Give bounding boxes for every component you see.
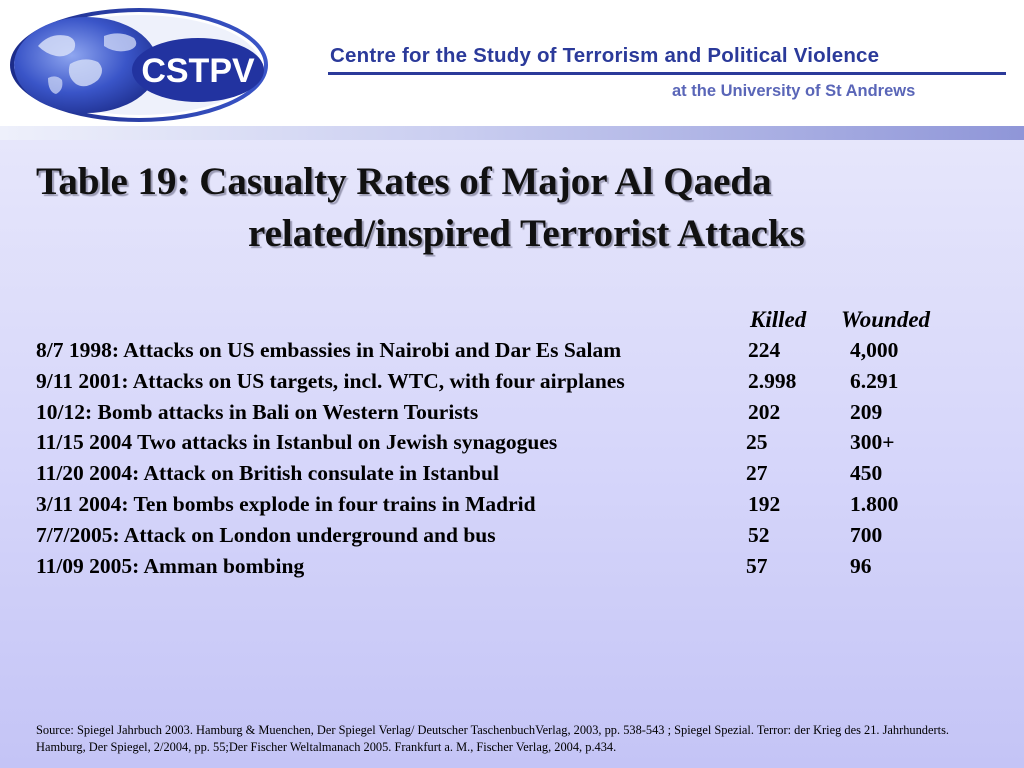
wounded-value: 4,000 <box>850 338 899 362</box>
wounded-value: 6.291 <box>850 368 899 393</box>
wounded-value: 1.800 <box>850 491 899 516</box>
source-citation: Source: Spiegel Jahrbuch 2003. Hamburg &… <box>36 723 949 754</box>
table-row: 11/20 2004: Attack on British consulate … <box>36 461 996 492</box>
cstpv-logo: CSTPV <box>10 8 268 122</box>
attack-description: 9/11 2001: Attacks on US targets, incl. … <box>36 368 625 393</box>
wounded-value: 450 <box>850 461 883 486</box>
wounded-value: 209 <box>850 399 883 424</box>
wounded-value: 300+ <box>850 430 895 455</box>
table-row: 11/15 2004 Two attacks in Istanbul on Je… <box>36 430 996 461</box>
title-line-1: Table 19: Casualty Rates of Major Al Qae… <box>36 160 772 203</box>
casualty-table: 8/7 1998: Attacks on US embassies in Nai… <box>36 338 996 584</box>
killed-value: 202 <box>748 399 781 424</box>
attack-description: 11/09 2005: Amman bombing <box>36 553 305 578</box>
attack-description: 8/7 1998: Attacks on US embassies in Nai… <box>36 338 622 362</box>
org-subtitle: at the University of St Andrews <box>672 82 916 100</box>
org-name: Centre for the Study of Terrorism and Po… <box>330 44 880 67</box>
killed-value: 224 <box>748 338 781 362</box>
table-row: 11/09 2005: Amman bombing 57 96 <box>36 554 996 585</box>
attack-description: 3/11 2004: Ten bombs explode in four tra… <box>36 491 536 516</box>
globe-icon <box>14 17 158 113</box>
killed-value: 25 <box>746 430 768 455</box>
attack-description: 11/15 2004 Two attacks in Istanbul on Je… <box>36 430 558 455</box>
table-row: 8/7 1998: Attacks on US embassies in Nai… <box>36 338 996 369</box>
table-row: 10/12: Bomb attacks in Bali on Western T… <box>36 400 996 431</box>
attack-description: 11/20 2004: Attack on British consulate … <box>36 461 499 486</box>
column-header-wounded: Wounded <box>841 307 931 332</box>
title-line-2: related/inspired Terrorist Attacks <box>248 212 805 255</box>
wounded-value: 700 <box>850 522 883 547</box>
column-header-killed: Killed <box>750 307 807 332</box>
killed-value: 27 <box>746 461 768 486</box>
table-row: 3/11 2004: Ten bombs explode in four tra… <box>36 492 996 523</box>
page-header: CSTPV Centre for the Study of Terrorism … <box>0 0 1024 128</box>
table-row: 9/11 2001: Attacks on US targets, incl. … <box>36 369 996 400</box>
logo-text: CSTPV <box>141 52 255 90</box>
killed-value: 192 <box>748 491 781 516</box>
slide-title: Table 19: Casualty Rates of Major Al Qae… <box>36 156 996 260</box>
attack-description: 7/7/2005: Attack on London underground a… <box>36 522 496 547</box>
header-accent-bar <box>0 126 1024 140</box>
org-divider <box>328 72 1006 75</box>
killed-value: 52 <box>748 522 770 547</box>
killed-value: 57 <box>746 553 768 578</box>
table-row: 7/7/2005: Attack on London underground a… <box>36 523 996 554</box>
wounded-value: 96 <box>850 553 872 578</box>
attack-description: 10/12: Bomb attacks in Bali on Western T… <box>36 399 479 424</box>
killed-value: 2.998 <box>748 368 797 393</box>
